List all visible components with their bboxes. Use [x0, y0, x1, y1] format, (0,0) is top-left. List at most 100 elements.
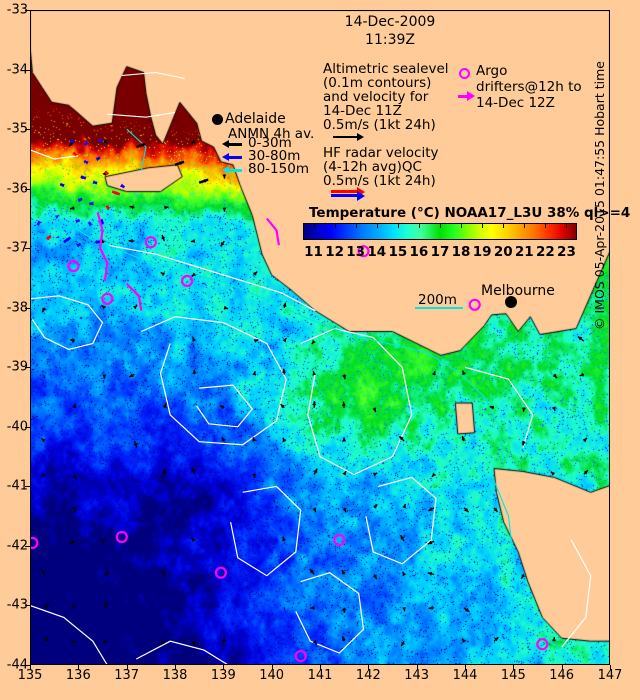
velocity-arrowhead [428, 507, 433, 511]
velocity-arrowhead [84, 140, 89, 145]
velocity-arrowhead [253, 271, 258, 276]
y-tick-label: -42 [6, 538, 28, 554]
y-tick [25, 426, 30, 428]
x-tick-label: 140 [259, 668, 285, 683]
colorbar-tick [503, 223, 505, 228]
velocity-arrowhead [342, 608, 347, 613]
x-tick-label: 136 [65, 668, 91, 683]
legend-anmn-label-0: 0-30m [248, 135, 292, 151]
colorbar-tick-label: 22 [535, 244, 555, 260]
velocity-arrowhead [342, 437, 347, 442]
sealevel-contour [30, 604, 108, 665]
x-tick [610, 665, 611, 670]
colorbar-tick-label: 17 [430, 244, 450, 260]
velocity-arrowhead [70, 339, 75, 343]
sealevel-contour [30, 149, 79, 160]
velocity-arrowhead [312, 639, 317, 645]
velocity-arrowhead [522, 407, 526, 412]
y-tick-label: -36 [6, 181, 28, 197]
altimetry-arrow-head [357, 133, 364, 141]
velocity-arrowhead [179, 161, 184, 165]
x-tick-label: 141 [307, 668, 333, 683]
colorbar-tick-label: 15 [388, 244, 408, 260]
anmn-arrow-30-80m-shaft [228, 156, 242, 159]
velocity-arrowhead [69, 138, 74, 143]
velocity-arrowhead [552, 636, 556, 642]
argo-marker-icon [459, 68, 470, 79]
drifter-track [265, 217, 280, 246]
velocity-arrowhead [92, 180, 98, 184]
argo-float-marker [214, 566, 227, 579]
velocity-arrowhead [280, 404, 285, 409]
city-label-melbourne: Melbourne [481, 283, 555, 299]
anmn-arrow-0-30m-head [222, 140, 229, 148]
colorbar-tick [397, 223, 399, 228]
velocity-arrowhead [203, 179, 209, 183]
velocity-arrowhead [43, 636, 49, 642]
argo-float-marker [468, 298, 481, 311]
velocity-arrowhead [372, 574, 377, 580]
velocity-arrowhead [72, 151, 77, 156]
title-date: 14-Dec-2009 [344, 14, 436, 30]
legend-hfradar-line1: HF radar velocity [323, 145, 439, 161]
sealevel-contour [121, 71, 185, 80]
y-tick-label: -40 [6, 419, 28, 435]
velocity-arrowhead [72, 403, 77, 408]
velocity-arrowhead [402, 571, 407, 577]
x-tick [175, 665, 176, 670]
y-tick [25, 10, 30, 11]
x-tick [465, 665, 466, 670]
velocity-arrowhead [221, 437, 226, 442]
y-tick-label: -39 [6, 359, 28, 375]
velocity-arrowhead [129, 373, 134, 377]
bathymetry-200m [493, 480, 572, 660]
y-tick-label: -44 [6, 657, 28, 673]
x-tick [320, 665, 321, 670]
velocity-arrowhead [129, 205, 134, 210]
velocity-arrowhead [102, 374, 107, 379]
velocity-arrowhead [128, 239, 133, 243]
velocity-arrowhead [282, 368, 287, 373]
velocity-arrowhead [140, 143, 146, 148]
x-tick [223, 665, 225, 670]
velocity-arrowhead [96, 240, 101, 245]
velocity-arrowhead [431, 472, 437, 477]
colorbar-tick-label: 14 [367, 244, 387, 260]
credit-text: © IMOS 05-Apr-2015 01:47:55 Hobart time [592, 61, 607, 330]
sealevel-contour [230, 485, 302, 577]
velocity-arrowhead [164, 205, 169, 210]
velocity-arrowhead [550, 471, 556, 476]
x-tick-label: 143 [404, 668, 430, 683]
y-tick-label: -38 [6, 300, 28, 316]
velocity-arrowhead [161, 234, 166, 240]
velocity-arrowhead [191, 272, 197, 277]
legend-altimetry-line2: (0.1m contours) [323, 75, 432, 91]
city-marker-adelaide [212, 114, 223, 125]
argo-float-marker [67, 259, 80, 273]
velocity-arrowhead [44, 602, 49, 608]
velocity-arrowhead [60, 183, 65, 188]
velocity-arrowhead [341, 401, 346, 406]
legend-drifters-line1: drifters@12h to [476, 79, 582, 95]
velocity-arrowhead [72, 507, 77, 512]
velocity-arrowhead [76, 243, 81, 248]
velocity-arrowhead [66, 237, 71, 242]
velocity-arrowhead [462, 370, 466, 376]
velocity-arrowhead [219, 405, 225, 410]
velocity-arrowhead [105, 171, 110, 176]
velocity-arrowhead [161, 570, 166, 575]
velocity-arrowhead [342, 507, 347, 513]
velocity-arrowhead [312, 371, 317, 376]
velocity-arrowhead [46, 236, 51, 241]
colorbar-tick-label: 11 [304, 244, 323, 260]
velocity-arrowhead [70, 205, 75, 210]
sealevel-contour [300, 327, 413, 476]
velocity-arrowhead [521, 441, 526, 446]
x-tick-label: 138 [162, 668, 188, 683]
sealevel-contour [107, 244, 316, 312]
sealevel-contour [295, 572, 365, 654]
velocity-arrowhead [192, 642, 197, 647]
sealevel-contour [107, 111, 176, 118]
velocity-arrowhead [133, 442, 138, 448]
velocity-arrowhead [191, 139, 196, 144]
